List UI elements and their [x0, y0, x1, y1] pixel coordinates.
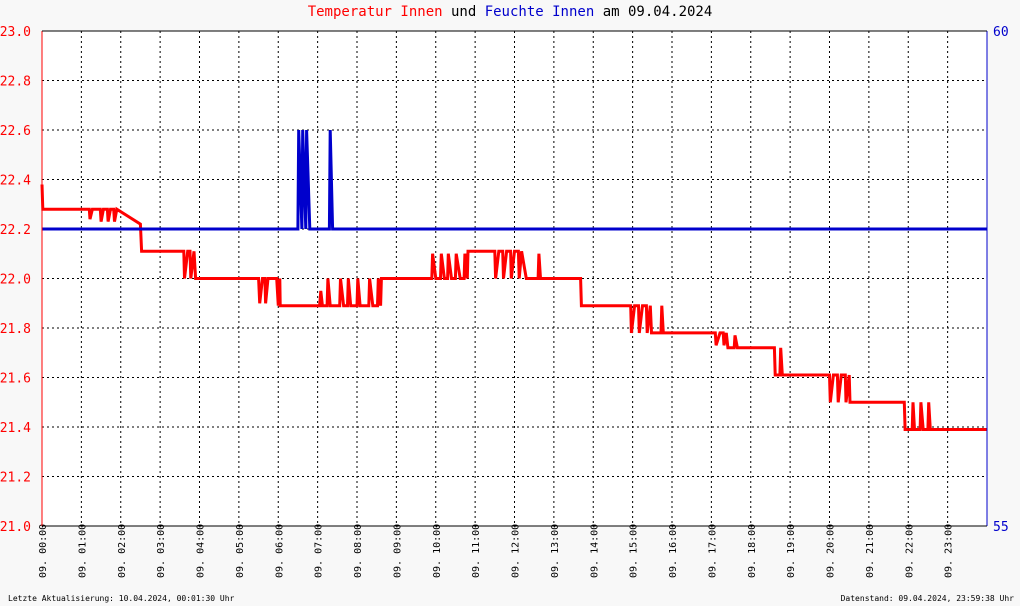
title-temperature: Temperatur Innen [307, 4, 443, 20]
x-tick-label: 09. 16:00 [668, 524, 679, 578]
left-tick-label: 21.0 [0, 520, 31, 535]
x-tick-label: 09. 20:00 [826, 524, 837, 578]
x-tick-label: 09. 14:00 [589, 524, 600, 578]
left-tick-label: 21.4 [0, 421, 31, 436]
title-date: am 09.04.2024 [594, 4, 713, 20]
data-timestamp-label: Datenstand: 09.04.2024, 23:59:38 Uhr [840, 594, 1014, 603]
x-tick-label: 09. 18:00 [747, 524, 758, 578]
x-tick-label: 09. 23:00 [944, 524, 955, 578]
x-tick-label: 09. 04:00 [196, 524, 207, 578]
x-tick-label: 09. 21:00 [865, 524, 876, 578]
x-tick-label: 09. 08:00 [353, 524, 364, 578]
last-update-label: Letzte Aktualisierung: 10.04.2024, 00:01… [8, 594, 235, 603]
x-tick-label: 09. 13:00 [550, 524, 561, 578]
left-tick-label: 22.6 [0, 124, 31, 139]
title-humidity: Feuchte Innen [484, 4, 595, 20]
left-tick-label: 21.6 [0, 372, 31, 387]
temperature-series-line [40, 184, 987, 431]
right-tick-label: 60 [993, 25, 1009, 40]
x-tick-label: 09. 07:00 [314, 524, 325, 578]
humidity-series-line [42, 129, 987, 231]
x-tick-label: 09. 11:00 [471, 524, 482, 578]
x-tick-label: 09. 10:00 [432, 524, 443, 578]
x-tick-label: 09. 02:00 [117, 524, 128, 578]
x-tick-label: 09. 22:00 [904, 524, 915, 578]
right-tick-label: 55 [993, 520, 1009, 535]
left-tick-label: 21.2 [0, 471, 31, 486]
chart-title: Temperatur Innen und Feuchte Innen am 09… [0, 4, 1020, 20]
left-tick-label: 22.8 [0, 75, 31, 90]
x-tick-label: 09. 17:00 [707, 524, 718, 578]
left-tick-label: 22.2 [0, 223, 31, 238]
title-connector: und [442, 4, 485, 20]
x-tick-label: 09. 01:00 [77, 524, 88, 578]
x-tick-label: 09. 12:00 [511, 524, 522, 578]
x-tick-label: 09. 00:00 [38, 524, 49, 578]
x-tick-label: 09. 09:00 [392, 524, 403, 578]
x-tick-label: 09. 15:00 [629, 524, 640, 578]
x-tick-label: 09. 05:00 [235, 524, 246, 578]
left-tick-label: 21.8 [0, 322, 31, 337]
left-tick-label: 23.0 [0, 25, 31, 40]
x-tick-label: 09. 03:00 [156, 524, 167, 578]
left-tick-label: 22.4 [0, 174, 31, 189]
x-tick-label: 09. 06:00 [274, 524, 285, 578]
x-tick-label: 09. 19:00 [786, 524, 797, 578]
left-tick-label: 22.0 [0, 273, 31, 288]
